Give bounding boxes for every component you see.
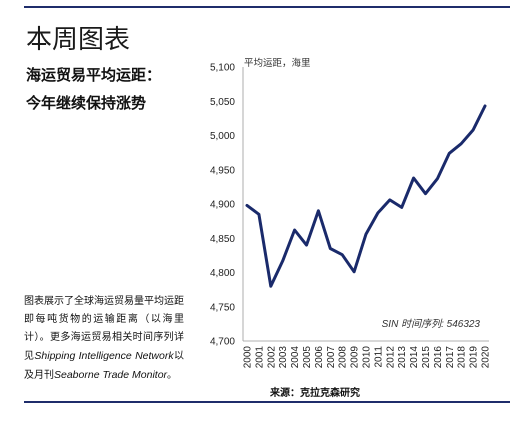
x-axis: 2000 2001 2002 2003 2004 2005 2006 2007 2008 2009… xyxy=(243,340,492,369)
note-text-3: 。 xyxy=(167,370,178,381)
x-tick-label: 2000 xyxy=(243,346,254,369)
x-tick-label: 2011 xyxy=(373,346,384,368)
top-rule xyxy=(24,6,510,8)
x-tick-label: 2006 xyxy=(314,346,325,369)
x-tick-label: 2003 xyxy=(278,346,289,369)
page-title: 本周图表 xyxy=(26,25,131,55)
x-tick-label: 2004 xyxy=(290,346,301,369)
y-tick-label: 4,900 xyxy=(210,200,235,211)
y-tick-label: 4,800 xyxy=(210,268,235,279)
x-tick-label: 2017 xyxy=(445,346,456,369)
x-tick-label: 2014 xyxy=(409,346,420,369)
x-tick-label: 2013 xyxy=(397,346,408,369)
note-text-1: 图表展示了全球海运贸易量平均运距即每吨货物的运输距离（以海里计）。更多海运贸易相… xyxy=(24,296,184,362)
x-tick-label: 2015 xyxy=(421,346,432,369)
subtitle-line-2: 今年继续保持涨势 xyxy=(26,94,147,112)
x-tick-label: 2016 xyxy=(433,346,444,369)
y-tick-label: 5,000 xyxy=(210,131,235,142)
bottom-rule xyxy=(24,401,510,403)
note-italic-1: Shipping Intelligence Network xyxy=(34,350,174,362)
subtitle-line-1: 海运贸易平均运距： xyxy=(26,66,162,84)
y-tick-label: 4,700 xyxy=(210,337,235,348)
y-tick-label: 4,750 xyxy=(210,302,235,313)
y-tick-label: 5,100 xyxy=(210,63,235,74)
note-italic-2: Seaborne Trade Monitor xyxy=(54,369,168,381)
x-tick-label: 2012 xyxy=(385,346,396,369)
x-tick-label: 2019 xyxy=(469,346,480,369)
y-tick-label: 5,050 xyxy=(210,97,235,108)
unit-label: 平均运距，海里 xyxy=(244,57,311,69)
source-label: 来源：克拉克森研究 xyxy=(270,388,360,399)
x-tick-label: 2008 xyxy=(338,346,349,369)
x-tick-label: 2005 xyxy=(302,346,313,369)
y-tick-label: 4,950 xyxy=(210,165,235,176)
x-tick-label: 2018 xyxy=(457,346,468,369)
x-tick-label: 2007 xyxy=(326,346,337,369)
chart-note: 图表展示了全球海运贸易量平均运距即每吨货物的运输距离（以海里计）。更多海运贸易相… xyxy=(24,293,184,385)
series-label: SIN 时间序列: 546323 xyxy=(382,318,481,330)
series-line xyxy=(245,104,487,288)
note-text-2: 以及月刊 xyxy=(24,351,185,381)
x-tick-label: 2010 xyxy=(362,346,373,369)
x-tick-label: 2009 xyxy=(350,346,361,369)
x-tick-label: 2020 xyxy=(481,346,492,369)
x-tick-label: 2002 xyxy=(266,346,277,369)
y-axis: 4,700 4,750 4,800 4,850 4,900 4,950 5,000 5,050… xyxy=(210,63,244,348)
y-tick-label: 4,850 xyxy=(210,234,235,245)
x-tick-label: 2001 xyxy=(254,346,265,369)
